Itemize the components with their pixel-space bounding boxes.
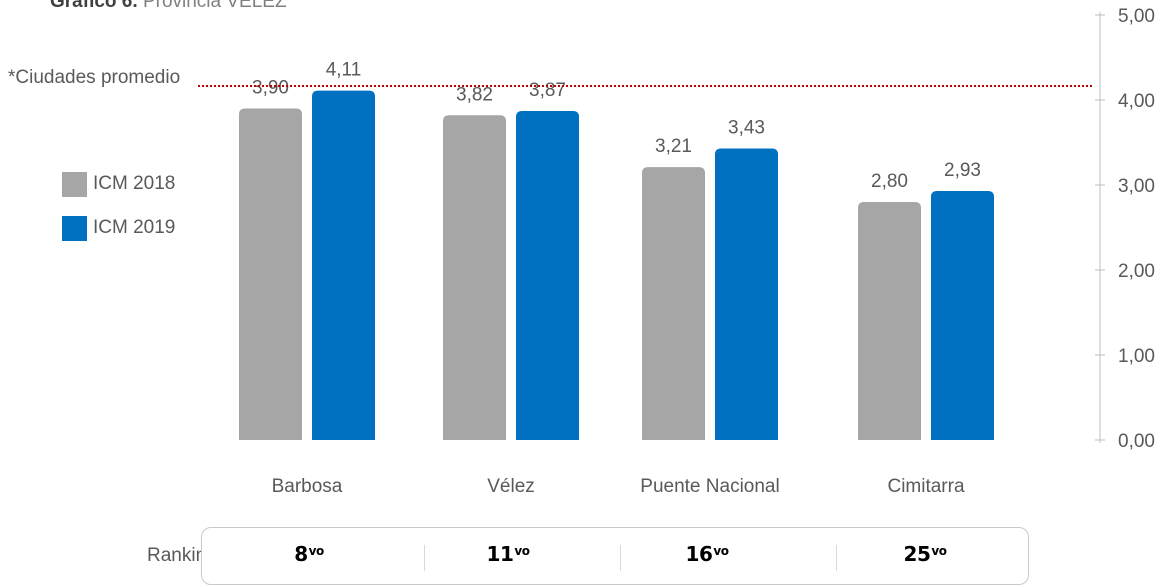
ranking-label: Ranking (147, 545, 217, 566)
ranking-value-velez: 11vo (487, 542, 530, 566)
chart-title: Gráfico 6. Provincia VÉLEZ (50, 0, 287, 13)
y-tick-label: 5,00 (1118, 6, 1155, 27)
y-tick-label: 2,00 (1118, 261, 1155, 282)
data-label: 3,43 (728, 117, 765, 138)
ranking-number: 25 (903, 542, 931, 566)
data-label: 2,80 (871, 171, 908, 192)
ranking-value-puente-nacional: 16vo (686, 542, 729, 566)
ranking-divider (836, 545, 837, 571)
bar-icm-2018 (443, 115, 506, 441)
y-tick-label: 3,00 (1118, 176, 1155, 197)
ranking-suffix: vo (308, 544, 325, 558)
chart-title-prefix: Gráfico 6. (50, 0, 138, 12)
ranking-number: 8 (294, 542, 308, 566)
ranking-value-cimitarra: 25vo (904, 542, 947, 566)
bar-icm-2018 (239, 108, 302, 440)
data-label: 3,82 (456, 84, 493, 105)
legend-label-2019: ICM 2019 (93, 217, 176, 238)
category-label: Puente Nacional (640, 476, 779, 497)
y-tick-label: 0,00 (1118, 431, 1155, 452)
ranking-suffix: vo (514, 544, 530, 558)
ranking-suffix: vo (931, 544, 947, 558)
legend-swatch-2018 (62, 171, 87, 197)
category-label: Barbosa (272, 476, 343, 497)
category-label: Vélez (487, 476, 535, 497)
data-label: 3,87 (529, 80, 566, 101)
ranking-number: 16 (685, 542, 713, 566)
ranking-divider (424, 545, 425, 571)
reference-line-label: *Ciudades promedio (8, 67, 181, 88)
bar-icm-2018 (858, 202, 921, 440)
ranking-divider (620, 545, 621, 571)
ranking-number: 11 (486, 542, 514, 566)
ranking-suffix: vo (713, 544, 729, 558)
bar-icm-2019 (516, 111, 579, 441)
bar-icm-2019 (312, 90, 375, 441)
data-label: 3,90 (252, 78, 289, 99)
bar-icm-2019 (931, 190, 994, 440)
data-label: 2,93 (944, 160, 981, 181)
bar-icm-2019 (715, 148, 778, 440)
category-label: Cimitarra (887, 476, 964, 497)
legend-item-2019: ICM 2019 (62, 215, 176, 241)
ranking-value-barbosa: 8vo (294, 542, 324, 566)
data-label: 3,21 (655, 136, 692, 157)
y-tick-label: 1,00 (1118, 346, 1155, 367)
legend-label-2018: ICM 2018 (93, 173, 176, 194)
data-label: 4,11 (326, 60, 362, 81)
legend: ICM 2018 ICM 2019 (62, 171, 176, 260)
legend-swatch-2019 (62, 215, 87, 241)
bar-chart: 0,00 1,00 2,00 3,00 4,00 5,00 3,90 4,11 Barbosa 3… (198, 6, 1155, 497)
legend-item-2018: ICM 2018 (62, 171, 176, 197)
y-tick-label: 4,00 (1118, 91, 1155, 112)
ranking-box: 8vo 11vo 16vo 25vo (201, 527, 1029, 585)
chart-title-name: Provincia VÉLEZ (142, 0, 287, 12)
bar-icm-2018 (642, 167, 705, 440)
